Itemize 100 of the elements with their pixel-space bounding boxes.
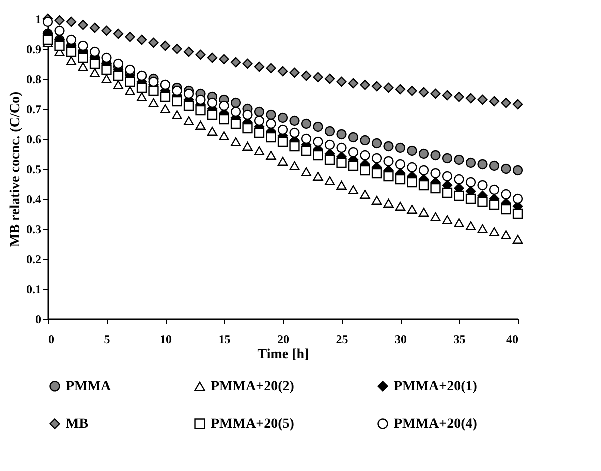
point <box>278 112 288 124</box>
point <box>196 50 206 60</box>
point <box>184 46 194 58</box>
point <box>207 110 218 120</box>
point <box>489 96 500 107</box>
point <box>66 16 77 28</box>
point <box>384 199 394 208</box>
x-tick-label: 35 <box>454 332 466 346</box>
point <box>336 76 347 88</box>
point <box>313 72 324 83</box>
point <box>407 177 418 188</box>
point <box>230 57 242 68</box>
y-tick-label: 0.8 <box>26 72 42 86</box>
legend-label: PMMA+20(5) <box>211 417 295 432</box>
point <box>90 22 100 34</box>
point <box>395 84 406 95</box>
point <box>125 86 136 96</box>
point <box>160 92 171 102</box>
point <box>430 88 441 100</box>
point <box>254 128 265 138</box>
legend-label: PMMA+20(1) <box>394 379 478 394</box>
point <box>102 64 112 76</box>
point <box>266 151 276 160</box>
point <box>90 68 100 78</box>
point <box>102 74 112 84</box>
point <box>478 196 488 208</box>
point <box>324 154 336 166</box>
point <box>395 202 406 211</box>
point <box>512 99 524 110</box>
point <box>407 86 418 96</box>
y-tick-label: 0.4 <box>26 192 42 206</box>
x-tick-label: 20 <box>278 332 290 346</box>
point <box>113 80 124 90</box>
point <box>266 132 276 143</box>
y-tick-label: 0.5 <box>26 162 42 176</box>
point <box>418 148 430 160</box>
point <box>230 118 242 130</box>
legend-label: MB <box>66 417 89 432</box>
point <box>290 68 300 78</box>
point <box>136 34 148 46</box>
point <box>466 194 476 204</box>
y-tick-label: 1 <box>36 12 42 26</box>
point <box>242 110 253 120</box>
point <box>442 188 453 198</box>
point <box>372 138 382 149</box>
point <box>313 150 324 161</box>
point <box>207 127 218 136</box>
point <box>466 93 476 104</box>
point <box>172 44 182 54</box>
point <box>278 157 288 166</box>
point <box>418 87 430 98</box>
point <box>336 158 347 168</box>
point <box>266 63 276 74</box>
point <box>78 20 88 30</box>
point <box>430 212 441 222</box>
x-tick-label: 0 <box>48 332 54 346</box>
point <box>54 15 65 26</box>
point <box>184 100 194 112</box>
legend-label: PMMA+20(2) <box>211 380 295 394</box>
point <box>42 16 54 28</box>
point <box>78 40 88 52</box>
point <box>148 38 159 48</box>
point <box>254 62 265 72</box>
x-tick-label: 5 <box>104 332 110 346</box>
point <box>348 132 359 143</box>
y-tick-label: 0.9 <box>26 42 42 56</box>
point <box>313 122 324 132</box>
y-tick-label: 0.2 <box>26 252 42 266</box>
point <box>489 200 500 210</box>
point <box>384 82 394 94</box>
point <box>113 58 124 70</box>
point <box>160 40 171 52</box>
point <box>501 230 512 240</box>
x-axis-title: Time [h] <box>258 348 310 362</box>
point <box>501 164 512 174</box>
point <box>219 132 230 140</box>
y-tick-label: 0.3 <box>26 222 42 236</box>
point <box>512 235 524 244</box>
point <box>219 114 230 125</box>
point <box>360 135 370 146</box>
point <box>172 86 182 96</box>
point <box>278 66 288 77</box>
point <box>348 186 359 194</box>
point <box>196 94 206 106</box>
point <box>454 190 464 202</box>
point <box>78 62 88 72</box>
point <box>301 134 312 144</box>
point <box>219 100 230 112</box>
point <box>478 224 488 234</box>
point <box>172 96 182 107</box>
point <box>230 138 242 146</box>
point <box>418 208 430 217</box>
x-tick-label: 40 <box>506 332 518 346</box>
point <box>254 106 265 118</box>
y-axis-title: MB relative cocnc. (C/Co) <box>8 92 24 248</box>
point <box>66 46 77 58</box>
point <box>54 40 65 52</box>
point <box>418 180 430 191</box>
point <box>324 126 336 137</box>
point <box>160 104 171 114</box>
